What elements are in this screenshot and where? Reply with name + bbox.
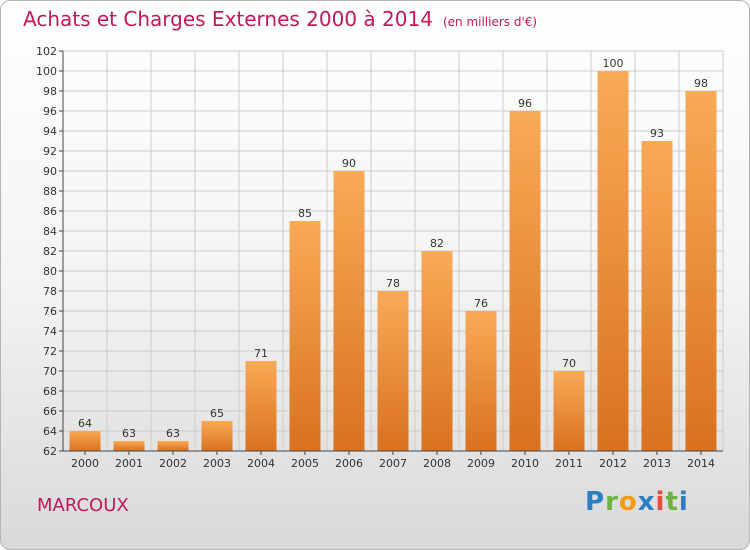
bar-2014[interactable]: [685, 91, 717, 451]
bar-2008[interactable]: [421, 251, 453, 451]
bar-value-label: 70: [562, 357, 576, 370]
x-tick-label: 2006: [335, 457, 363, 470]
x-tick-label: 2012: [599, 457, 627, 470]
bar-value-label: 100: [603, 57, 624, 70]
bar-2009[interactable]: [465, 311, 497, 451]
bar-2000[interactable]: [69, 431, 101, 451]
y-tick-label: 96: [43, 105, 57, 118]
x-tick-label: 2003: [203, 457, 231, 470]
x-tick-label: 2008: [423, 457, 451, 470]
bar-value-label: 96: [518, 97, 532, 110]
x-tick-label: 2001: [115, 457, 143, 470]
proxiti-logo[interactable]: Proxiti: [585, 487, 689, 517]
chart-title-unit: (en milliers d'€): [442, 15, 538, 29]
y-tick-label: 100: [36, 65, 57, 78]
x-tick-label: 2000: [71, 457, 99, 470]
y-tick-label: 80: [43, 265, 57, 278]
x-tick-label: 2013: [643, 457, 671, 470]
bar-2010[interactable]: [509, 111, 541, 451]
x-tick-label: 2011: [555, 457, 583, 470]
commune-name: MARCOUX: [37, 495, 129, 516]
bar-value-label: 63: [122, 427, 136, 440]
y-tick-label: 76: [43, 305, 57, 318]
bar-2004[interactable]: [245, 361, 277, 451]
bar-value-label: 71: [254, 347, 268, 360]
bar-value-label: 76: [474, 297, 488, 310]
bar-value-label: 90: [342, 157, 356, 170]
bar-2011[interactable]: [553, 371, 585, 451]
y-tick-label: 86: [43, 205, 57, 218]
bar-value-label: 63: [166, 427, 180, 440]
bar-2007[interactable]: [377, 291, 409, 451]
x-tick-label: 2007: [379, 457, 407, 470]
bar-2005[interactable]: [289, 221, 321, 451]
x-tick-label: 2010: [511, 457, 539, 470]
chart-title: Achats et Charges Externes 2000 à 2014 (e…: [23, 7, 537, 31]
y-tick-label: 70: [43, 365, 57, 378]
y-tick-label: 64: [43, 425, 57, 438]
bar-2003[interactable]: [201, 421, 233, 451]
bar-value-label: 78: [386, 277, 400, 290]
chart-title-main: Achats et Charges Externes 2000 à 2014: [23, 7, 433, 31]
y-tick-label: 74: [43, 325, 57, 338]
bar-value-label: 93: [650, 127, 664, 140]
y-tick-label: 88: [43, 185, 57, 198]
bar-2013[interactable]: [641, 141, 673, 451]
y-tick-label: 90: [43, 165, 57, 178]
bar-2002[interactable]: [157, 441, 189, 451]
x-axis: 2000 2001 2002 2003 2004 2005 2006 2007 2008 2009…: [63, 450, 723, 470]
x-tick-label: 2005: [291, 457, 319, 470]
y-tick-label: 68: [43, 385, 57, 398]
y-tick-label: 66: [43, 405, 57, 418]
y-tick-label: 78: [43, 285, 57, 298]
y-tick-label: 62: [43, 445, 57, 458]
bar-value-label: 85: [298, 207, 312, 220]
y-tick-label: 92: [43, 145, 57, 158]
y-tick-label: 94: [43, 125, 57, 138]
y-tick-label: 98: [43, 85, 57, 98]
y-tick-label: 72: [43, 345, 57, 358]
y-tick-label: 102: [36, 45, 57, 58]
bar-value-label: 82: [430, 237, 444, 250]
x-tick-label: 2009: [467, 457, 495, 470]
x-tick-label: 2002: [159, 457, 187, 470]
y-tick-label: 82: [43, 245, 57, 258]
x-tick-label: 2004: [247, 457, 275, 470]
bar-value-label: 98: [694, 77, 708, 90]
y-axis: 62 64 66 68 70 72 74 76 78 80 82 84 86 88 90 92 94 96 98 10…: [36, 45, 64, 458]
bar-2001[interactable]: [113, 441, 145, 451]
bars: 64 63 63 65 71 85 90 78 82 76 96 70 100 93 98: [69, 57, 717, 451]
y-tick-label: 84: [43, 225, 57, 238]
bar-2012[interactable]: [597, 71, 629, 451]
bar-value-label: 64: [78, 417, 92, 430]
bar-2006[interactable]: [333, 171, 365, 451]
x-tick-label: 2014: [687, 457, 715, 470]
bar-value-label: 65: [210, 407, 224, 420]
